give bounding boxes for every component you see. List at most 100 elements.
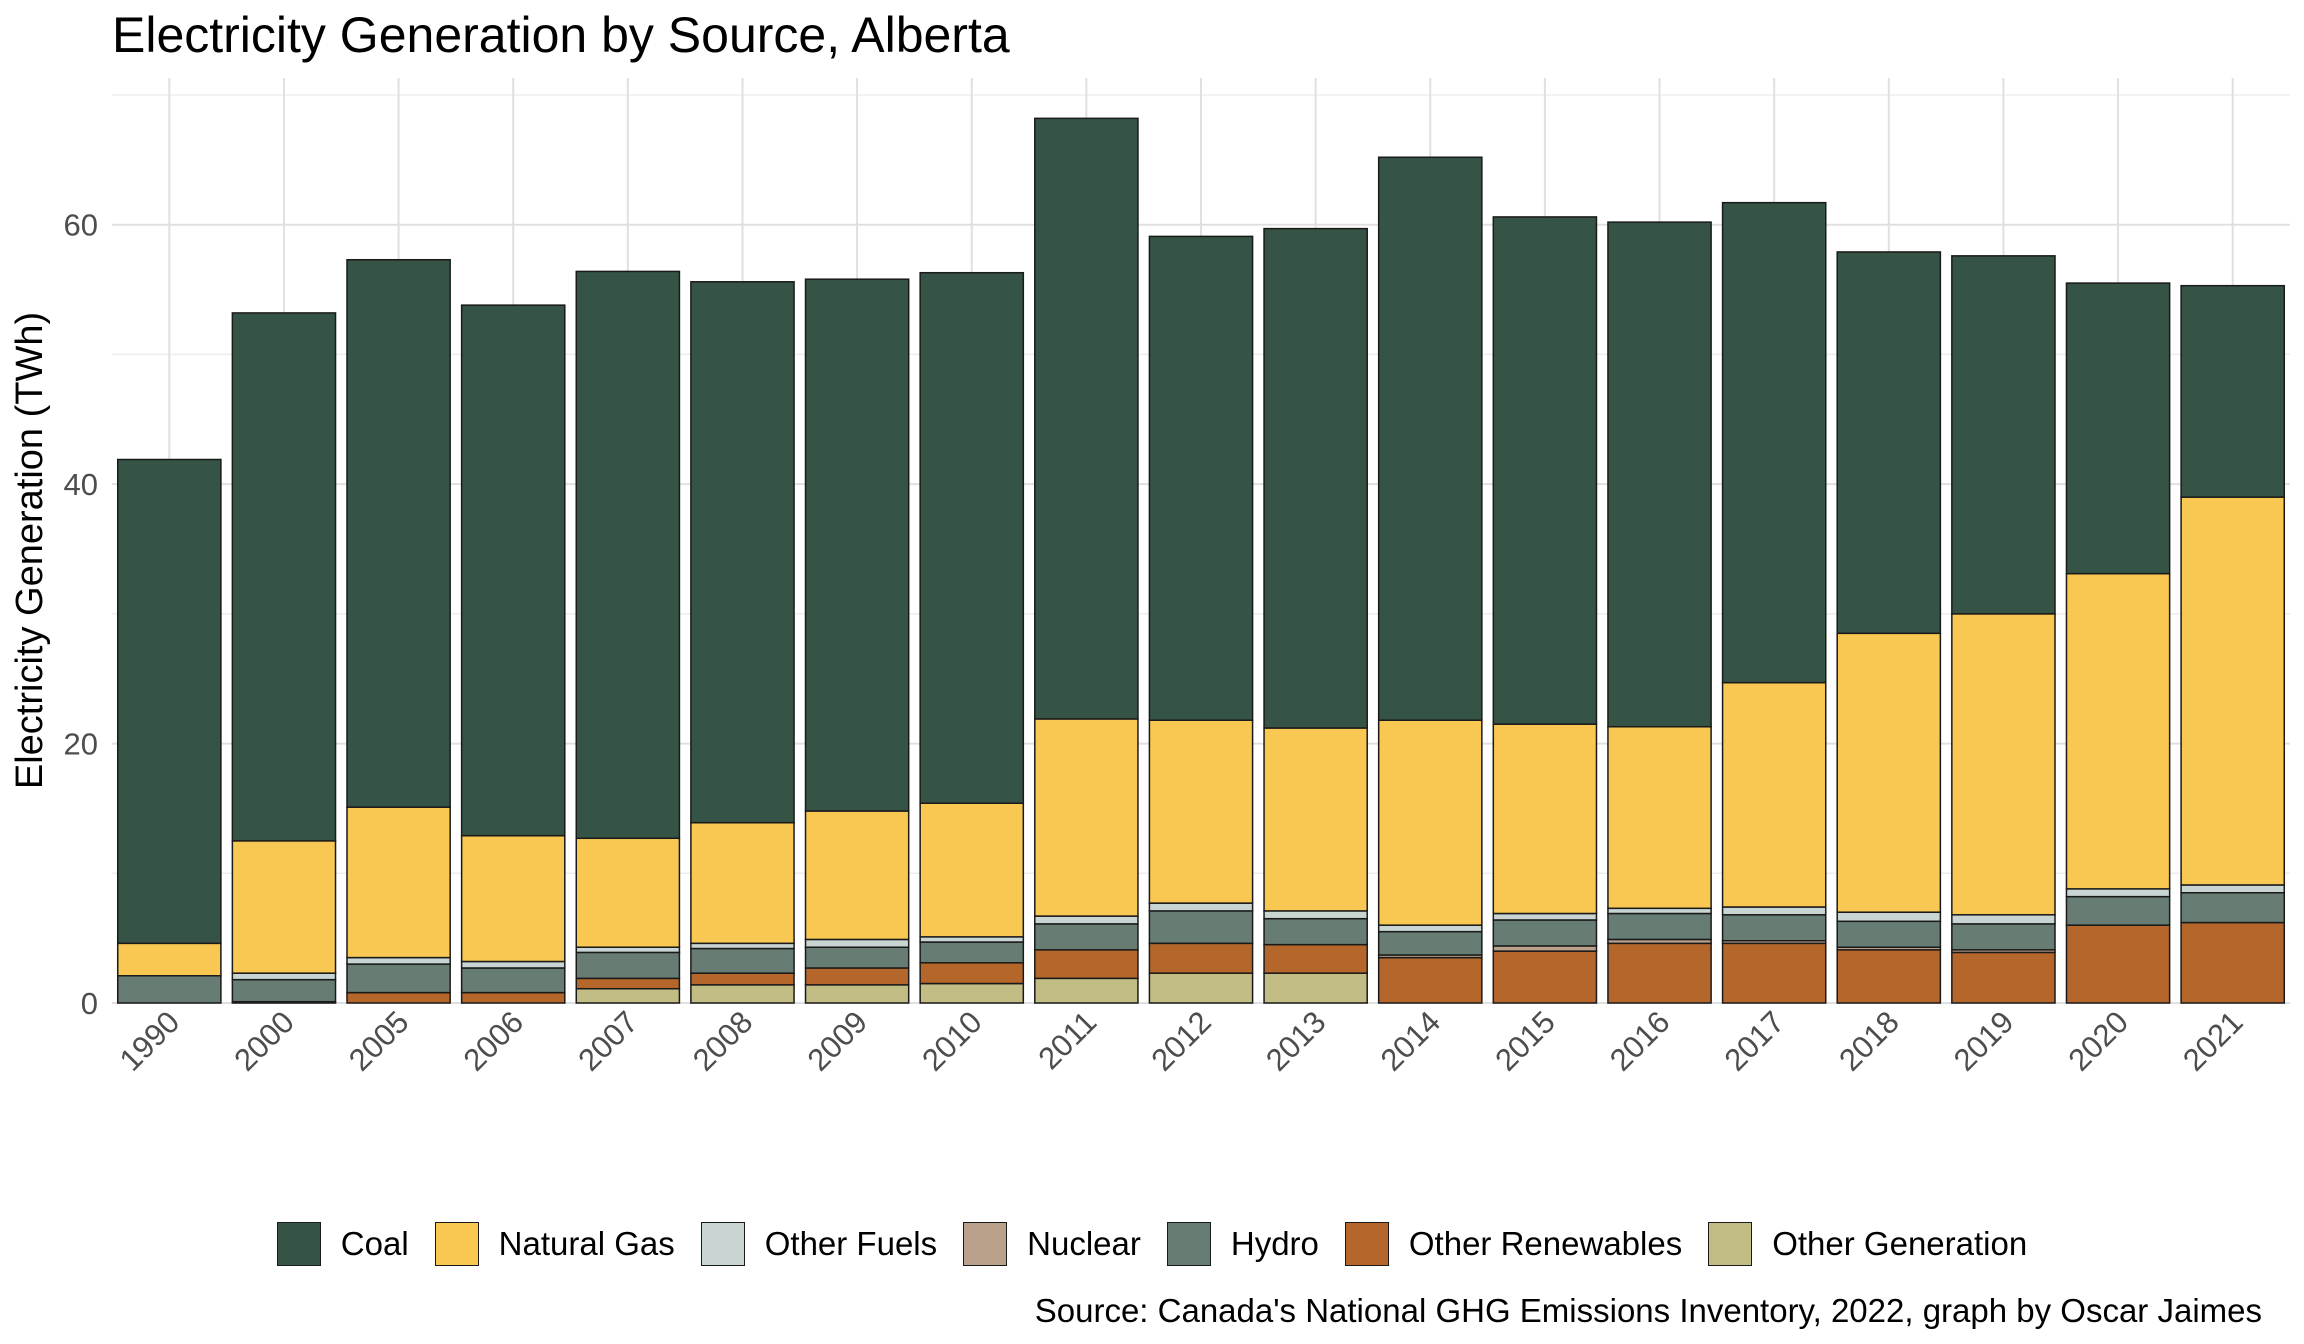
bar-segment-hydro: [1377, 930, 1483, 956]
bar-segment-natural-gas: [1607, 725, 1712, 910]
legend-item-other-renewables: Other Renewables: [1344, 1222, 1683, 1266]
bar-stack-2016: [1607, 221, 1712, 1004]
bar-segment-other-fuels: [2065, 888, 2171, 898]
bar-stack-2005: [346, 258, 451, 1004]
bar-segment-other-fuels: [460, 960, 566, 969]
legend-label: Other Fuels: [764, 1225, 938, 1262]
bar-segment-hydro: [1951, 923, 2056, 951]
bar-segment-natural-gas: [2065, 572, 2171, 890]
bar-segment-other-fuels: [231, 972, 337, 981]
bar-segment-hydro: [575, 951, 681, 980]
legend-key: [1166, 1222, 1211, 1266]
bar-segment-natural-gas: [346, 806, 451, 959]
source-note: Source: Canada's National GHG Emissions …: [1034, 1292, 2262, 1329]
bar-segment-other-generation: [919, 982, 1025, 1004]
bar-segment-hydro: [1836, 920, 1942, 948]
bar-segment-other-renewables: [1263, 943, 1368, 974]
x-tick-label: 2019: [1947, 1004, 2021, 1078]
bar-segment-other-fuels: [690, 942, 795, 950]
legend-key: [1708, 1222, 1753, 1266]
bar-stack-2018: [1836, 251, 1942, 1004]
bar-stack-2009: [804, 278, 910, 1004]
bar-segment-natural-gas: [2180, 496, 2286, 886]
legend-item-natural-gas: Natural Gas: [434, 1222, 675, 1266]
bar-segment-other-renewables: [804, 967, 910, 986]
bar-segment-other-fuels: [1836, 911, 1942, 923]
bar-segment-coal: [346, 258, 451, 808]
bar-segment-coal: [1148, 235, 1254, 721]
bar-segment-other-renewables: [1377, 956, 1483, 1004]
bar-segment-other-renewables: [460, 991, 566, 1004]
bar-segment-other-fuels: [804, 938, 910, 948]
bar-segment-coal: [1263, 227, 1368, 729]
legend: Coal Natural Gas Other Fuels Nuclear Hydro Ot…: [0, 1222, 2304, 1266]
bar-stack-2008: [690, 281, 795, 1004]
bar-segment-coal: [1836, 251, 1942, 635]
x-tick-label: 2015: [1488, 1004, 1562, 1078]
x-tick-label: 2012: [1144, 1004, 1218, 1078]
y-tick-label: 40: [64, 467, 98, 502]
x-tick-label: 2008: [686, 1004, 760, 1078]
bar-segment-other-fuels: [1034, 915, 1139, 925]
y-tick-label: 60: [64, 208, 98, 243]
x-tick-label: 2009: [801, 1004, 875, 1078]
y-tick-label: 0: [81, 986, 98, 1021]
legend-item-hydro: Hydro: [1166, 1222, 1319, 1266]
bar-stack-2010: [919, 271, 1025, 1004]
bar-segment-other-generation: [690, 984, 795, 1004]
bar-segment-other-fuels: [346, 956, 451, 965]
bar-segment-other-fuels: [1721, 906, 1827, 916]
bar-segment-other-renewables: [2180, 921, 2286, 1004]
bar-segment-hydro: [1148, 910, 1254, 945]
bar-segment-hydro: [804, 946, 910, 969]
bar-segment-natural-gas: [690, 821, 795, 945]
legend-label: Coal: [340, 1225, 409, 1262]
bar-segment-natural-gas: [919, 802, 1025, 938]
bar-segment-coal: [1034, 117, 1139, 720]
bar-segment-natural-gas: [1836, 632, 1942, 913]
legend-key: [1344, 1222, 1389, 1266]
bar-segment-coal: [1721, 201, 1827, 684]
bar-stack-2020: [2065, 282, 2171, 1004]
bar-segment-other-generation: [575, 987, 681, 1004]
bar-segment-other-generation: [1034, 977, 1139, 1004]
bar-segment-other-renewables: [919, 962, 1025, 985]
x-tick-label: 2000: [227, 1004, 301, 1078]
legend-item-nuclear: Nuclear: [963, 1222, 1141, 1266]
bar-segment-other-generation: [1148, 972, 1254, 1004]
legend-label: Other Generation: [1772, 1225, 2028, 1262]
bar-segment-natural-gas: [1148, 719, 1254, 904]
bar-segment-coal: [2180, 284, 2286, 498]
y-axis-label: Electricity Generation (TWh): [9, 312, 51, 789]
bar-segment-coal: [231, 312, 337, 842]
bar-segment-natural-gas: [231, 840, 337, 974]
bar-segment-other-fuels: [575, 946, 681, 954]
bar-segment-coal: [919, 271, 1025, 804]
bar-segment-hydro: [1263, 917, 1368, 946]
legend-label: Hydro: [1230, 1225, 1319, 1262]
bar-segment-other-renewables: [690, 972, 795, 986]
bar-segment-natural-gas: [1951, 613, 2056, 916]
bar-segment-other-generation: [804, 984, 910, 1004]
bar-stack-2021: [2180, 284, 2286, 1004]
bar-segment-hydro: [460, 967, 566, 994]
bar-segment-other-fuels: [2180, 884, 2286, 894]
bar-segment-hydro: [116, 975, 222, 1004]
bar-segment-hydro: [346, 963, 451, 994]
bar-segment-coal: [1951, 255, 2056, 615]
bar-segment-hydro: [231, 978, 337, 1003]
x-tick-label: 2006: [457, 1004, 531, 1078]
legend-label: Other Renewables: [1408, 1225, 1683, 1262]
bars: [116, 117, 2286, 1004]
bar-segment-other-fuels: [1607, 907, 1712, 915]
x-tick-label: 2010: [915, 1004, 989, 1078]
bar-segment-coal: [1377, 156, 1483, 721]
bar-stack-2000: [231, 312, 337, 1004]
bar-segment-coal: [2065, 282, 2171, 575]
bar-segment-natural-gas: [1721, 681, 1827, 908]
bar-segment-coal: [116, 458, 222, 945]
bar-segment-coal: [1492, 216, 1598, 725]
bar-segment-coal: [804, 278, 910, 812]
bar-segment-natural-gas: [116, 942, 222, 977]
x-tick-label: 2007: [571, 1004, 645, 1078]
